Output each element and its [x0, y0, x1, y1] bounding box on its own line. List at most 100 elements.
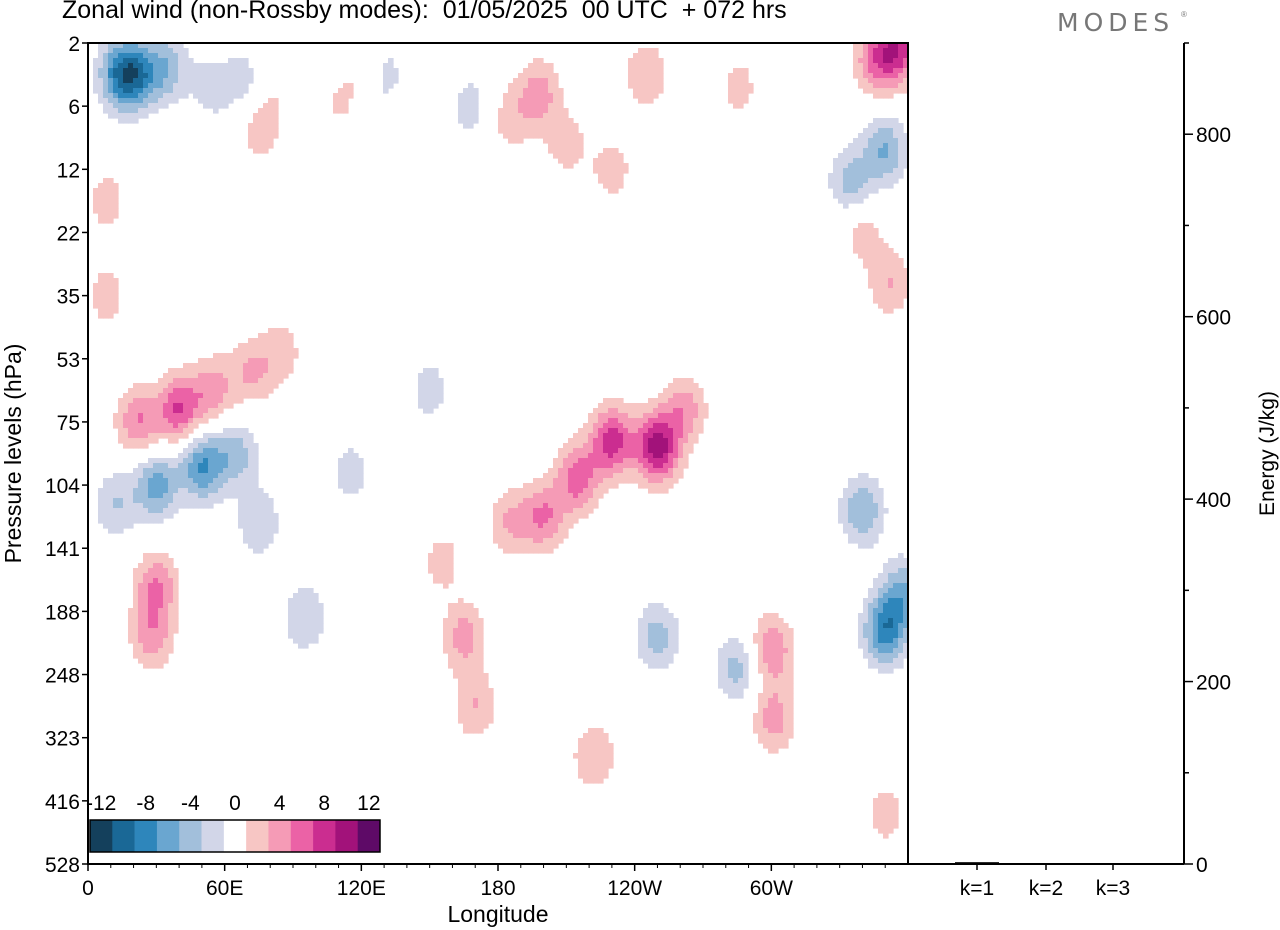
- wind-cell: [128, 63, 134, 69]
- wind-cell: [288, 628, 294, 634]
- wind-cell: [883, 818, 889, 824]
- wind-cell: [158, 493, 164, 499]
- wind-cell: [588, 508, 594, 514]
- wind-cell: [193, 413, 199, 419]
- wind-cell: [773, 743, 779, 749]
- wind-cell: [503, 118, 509, 124]
- wind-cell: [903, 593, 908, 599]
- wind-cell: [448, 608, 454, 614]
- wind-cell: [198, 463, 204, 469]
- wind-cell: [843, 528, 849, 534]
- wind-cell: [583, 463, 589, 469]
- wind-cell: [893, 593, 899, 599]
- wind-cell: [213, 448, 219, 454]
- wind-cell: [298, 628, 304, 634]
- wind-cell: [863, 253, 869, 259]
- wind-cell: [198, 448, 204, 454]
- wind-cell: [843, 203, 849, 209]
- wind-cell: [268, 348, 274, 354]
- wind-cell: [528, 518, 534, 524]
- wind-cell: [158, 508, 164, 514]
- wind-cell: [133, 93, 139, 99]
- wind-cell: [858, 613, 864, 619]
- wind-cell: [668, 638, 674, 644]
- wind-cell: [208, 463, 214, 469]
- wind-cell: [698, 423, 704, 429]
- wind-cell: [763, 628, 769, 634]
- wind-cell: [893, 613, 899, 619]
- wind-cell: [318, 628, 324, 634]
- wind-cell: [163, 468, 169, 474]
- wind-cell: [863, 58, 869, 64]
- wind-cell: [888, 283, 894, 289]
- wind-cell: [663, 463, 669, 469]
- wind-cell: [188, 443, 194, 449]
- wind-cell: [573, 123, 579, 129]
- wind-cell: [763, 728, 769, 734]
- wind-cell: [308, 593, 314, 599]
- wind-cell: [873, 643, 879, 649]
- wind-cell: [858, 148, 864, 154]
- wind-cell: [853, 148, 859, 154]
- wind-cell: [788, 683, 794, 689]
- wind-cell: [563, 483, 569, 489]
- wind-cell: [188, 58, 194, 64]
- wind-cell: [878, 278, 884, 284]
- wind-cell: [233, 88, 239, 94]
- wind-cell: [458, 638, 464, 644]
- wind-cell: [893, 273, 899, 279]
- wind-cell: [633, 433, 639, 439]
- wind-cell: [768, 698, 774, 704]
- wind-cell: [893, 293, 899, 299]
- wind-cell: [548, 108, 554, 114]
- colorbar-swatch: [134, 820, 158, 852]
- wind-cell: [138, 463, 144, 469]
- wind-cell: [603, 743, 609, 749]
- wind-cell: [428, 558, 434, 564]
- wind-cell: [733, 678, 739, 684]
- wind-cell: [228, 68, 234, 74]
- wind-cell: [473, 683, 479, 689]
- wind-cell: [578, 483, 584, 489]
- wind-cell: [543, 513, 549, 519]
- wind-cell: [638, 443, 644, 449]
- wind-cell: [238, 78, 244, 84]
- wind-cell: [878, 818, 884, 824]
- wind-cell: [568, 513, 574, 519]
- wind-cell: [898, 603, 904, 609]
- wind-cell: [348, 453, 354, 459]
- wind-cell: [123, 118, 129, 124]
- wind-cell: [863, 223, 869, 229]
- wind-cell: [773, 673, 779, 679]
- wind-cell: [278, 343, 284, 349]
- wind-cell: [243, 358, 249, 364]
- wind-cell: [148, 488, 154, 494]
- wind-cell: [143, 423, 149, 429]
- wind-cell: [288, 363, 294, 369]
- wind-cell: [98, 308, 104, 314]
- wind-cell: [863, 53, 869, 59]
- wind-cell: [118, 483, 124, 489]
- wind-cell: [248, 348, 254, 354]
- wind-cell: [188, 463, 194, 469]
- wind-cell: [143, 608, 149, 614]
- wind-cell: [888, 633, 894, 639]
- y-tick-label: 248: [45, 665, 80, 688]
- wind-cell: [833, 193, 839, 199]
- wind-cell: [653, 48, 659, 54]
- wind-cell: [228, 78, 234, 84]
- wind-cell: [508, 533, 514, 539]
- wind-cell: [303, 598, 309, 604]
- wind-cell: [233, 443, 239, 449]
- wind-cell: [198, 78, 204, 84]
- wind-cell: [148, 553, 154, 559]
- wind-cell: [238, 83, 244, 89]
- wind-cell: [538, 68, 544, 74]
- wind-cell: [148, 78, 154, 84]
- wind-cell: [773, 663, 779, 669]
- wind-cell: [218, 433, 224, 439]
- wind-cell: [318, 613, 324, 619]
- wind-cell: [858, 513, 864, 519]
- wind-cell: [443, 573, 449, 579]
- wind-cell: [873, 183, 879, 189]
